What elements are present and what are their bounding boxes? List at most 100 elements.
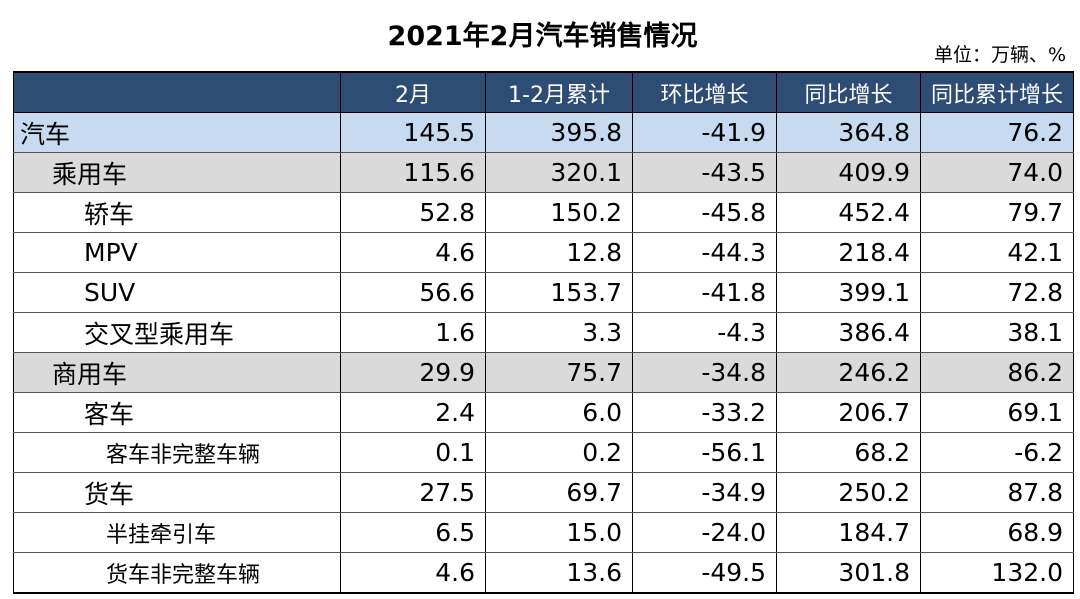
sales-table: 2月 1-2月累计 环比增长 同比增长 同比累计增长 汽车 145.5 395.8-… — [13, 71, 1074, 594]
mom-growth-value-cell: -45.8 — [632, 192, 777, 233]
table-row: 商用车 29.9 75.7 -34.8 246.2 86.2 — [13, 352, 1074, 393]
row-label: 交叉型乘用车 — [84, 319, 235, 349]
yoy-cumulative-growth-value-cell: 69.1 — [920, 392, 1074, 433]
table-row: 汽车 145.5 395.8 -41.9 364.8 76.2 — [13, 112, 1074, 153]
cumulative-value-cell: 3.3 — [485, 312, 633, 353]
yoy-cumulative-growth-value-cell: 42.1 — [920, 232, 1074, 273]
table-header-row: 2月 1-2月累计 环比增长 同比增长 同比累计增长 — [13, 71, 1074, 113]
yoy-growth-value-cell: 218.4 — [776, 232, 921, 273]
table-row: 货车非完整车辆 4.6 13.6 -49.5 301.8 132.0 — [13, 552, 1074, 594]
row-label-cell: 乘用车 — [13, 152, 341, 193]
row-label-cell: 客车非完整车辆 — [13, 432, 341, 473]
yoy-growth-value-cell: 246.2 — [776, 352, 921, 393]
row-label: 货车非完整车辆 — [106, 562, 261, 588]
month-value-cell: 56.6 — [340, 272, 486, 313]
cumulative-value-cell: 12.8 — [485, 232, 633, 273]
yoy-growth-value-cell: 301.8 — [776, 552, 921, 594]
cumulative-value-cell: 75.7 — [485, 352, 633, 393]
mom-growth-value-cell: -49.5 — [632, 552, 777, 594]
table-row: 客车 2.4 6.0 -33.2 206.7 69.1 — [13, 392, 1074, 433]
mom-growth-value-cell: -41.8 — [632, 272, 777, 313]
month-value-cell: 4.6 — [340, 552, 486, 594]
cumulative-value-cell: 150.2 — [485, 192, 633, 233]
row-label-cell: 半挂牵引车 — [13, 512, 341, 553]
table-row: 交叉型乘用车 1.6 3.3 -4.3 386.4 38.1 — [13, 312, 1074, 353]
header-cell-month: 2月 — [340, 71, 486, 113]
cumulative-value-cell: 13.6 — [485, 552, 633, 594]
yoy-growth-value-cell: 364.8 — [776, 112, 921, 153]
cumulative-value-cell: 69.7 — [485, 472, 633, 513]
row-label: 货车 — [84, 479, 135, 509]
mom-growth-value-cell: -33.2 — [632, 392, 777, 433]
table-row: 轿车 52.8 150.2 -45.8 452.4 79.7 — [13, 192, 1074, 233]
table-row: 半挂牵引车 6.5 15.0 -24.0 184.7 68.9 — [13, 512, 1074, 553]
yoy-growth-value-cell: 386.4 — [776, 312, 921, 353]
yoy-cumulative-growth-value-cell: 68.9 — [920, 512, 1074, 553]
table-row: SUV 56.6 153.7 -41.8 399.1 72.8 — [13, 272, 1074, 313]
row-label-cell: 汽车 — [13, 112, 341, 153]
row-label-cell: 货车非完整车辆 — [13, 552, 341, 594]
mom-growth-value-cell: -56.1 — [632, 432, 777, 473]
table-row: 货车 27.5 69.7 -34.9 250.2 87.8 — [13, 472, 1074, 513]
yoy-growth-value-cell: 399.1 — [776, 272, 921, 313]
month-value-cell: 145.5 — [340, 112, 486, 153]
yoy-cumulative-growth-value-cell: 132.0 — [920, 552, 1074, 594]
header-cell-yoy-growth: 同比增长 — [776, 71, 921, 113]
month-value-cell: 4.6 — [340, 232, 486, 273]
row-label: 乘用车 — [52, 159, 128, 189]
table-row: MPV 4.6 12.8 -44.3 218.4 42.1 — [13, 232, 1074, 273]
mom-growth-value-cell: -4.3 — [632, 312, 777, 353]
month-value-cell: 6.5 — [340, 512, 486, 553]
cumulative-value-cell: 395.8 — [485, 112, 633, 153]
mom-growth-value-cell: -34.9 — [632, 472, 777, 513]
month-value-cell: 1.6 — [340, 312, 486, 353]
row-label: 商用车 — [52, 359, 128, 389]
row-label: MPV — [84, 238, 138, 267]
row-label: 轿车 — [84, 199, 135, 229]
yoy-cumulative-growth-value-cell: 86.2 — [920, 352, 1074, 393]
row-label-cell: 轿车 — [13, 192, 341, 233]
yoy-growth-value-cell: 452.4 — [776, 192, 921, 233]
row-label: 客车非完整车辆 — [106, 442, 261, 468]
yoy-growth-value-cell: 68.2 — [776, 432, 921, 473]
row-label-cell: 商用车 — [13, 352, 341, 393]
cumulative-value-cell: 153.7 — [485, 272, 633, 313]
yoy-growth-value-cell: 206.7 — [776, 392, 921, 433]
row-label: 汽车 — [20, 119, 71, 149]
yoy-cumulative-growth-value-cell: -6.2 — [920, 432, 1074, 473]
row-label-cell: SUV — [13, 272, 341, 313]
yoy-cumulative-growth-value-cell: 74.0 — [920, 152, 1074, 193]
yoy-cumulative-growth-value-cell: 79.7 — [920, 192, 1074, 233]
cumulative-value-cell: 6.0 — [485, 392, 633, 433]
mom-growth-value-cell: -44.3 — [632, 232, 777, 273]
yoy-cumulative-growth-value-cell: 87.8 — [920, 472, 1074, 513]
table-row: 乘用车 115.6 320.1 -43.5 409.9 74.0 — [13, 152, 1074, 193]
month-value-cell: 27.5 — [340, 472, 486, 513]
page-title: 2021年2月汽车销售情况 — [387, 21, 698, 52]
month-value-cell: 52.8 — [340, 192, 486, 233]
row-label-cell: 交叉型乘用车 — [13, 312, 341, 353]
header-cell-mom-growth: 环比增长 — [632, 71, 777, 113]
row-label: 半挂牵引车 — [106, 522, 217, 548]
yoy-cumulative-growth-value-cell: 38.1 — [920, 312, 1074, 353]
header-cell-cumulative: 1-2月累计 — [485, 71, 633, 113]
yoy-growth-value-cell: 409.9 — [776, 152, 921, 193]
table-row: 客车非完整车辆 0.1 0.2 -56.1 68.2 -6.2 — [13, 432, 1074, 473]
mom-growth-value-cell: -24.0 — [632, 512, 777, 553]
row-label: 客车 — [84, 399, 135, 429]
month-value-cell: 2.4 — [340, 392, 486, 433]
mom-growth-value-cell: -41.9 — [632, 112, 777, 153]
header-cell-yoy-cumulative-growth: 同比累计增长 — [920, 71, 1074, 113]
header-cell-category — [13, 71, 341, 113]
yoy-growth-value-cell: 184.7 — [776, 512, 921, 553]
month-value-cell: 0.1 — [340, 432, 486, 473]
row-label: SUV — [84, 278, 136, 307]
table-body: 汽车 145.5 395.8 -41.9 364.8 76.2 乘用车 115.6 320.1-… — [13, 112, 1074, 594]
yoy-cumulative-growth-value-cell: 76.2 — [920, 112, 1074, 153]
yoy-growth-value-cell: 250.2 — [776, 472, 921, 513]
cumulative-value-cell: 320.1 — [485, 152, 633, 193]
mom-growth-value-cell: -43.5 — [632, 152, 777, 193]
cumulative-value-cell: 15.0 — [485, 512, 633, 553]
month-value-cell: 115.6 — [340, 152, 486, 193]
cumulative-value-cell: 0.2 — [485, 432, 633, 473]
